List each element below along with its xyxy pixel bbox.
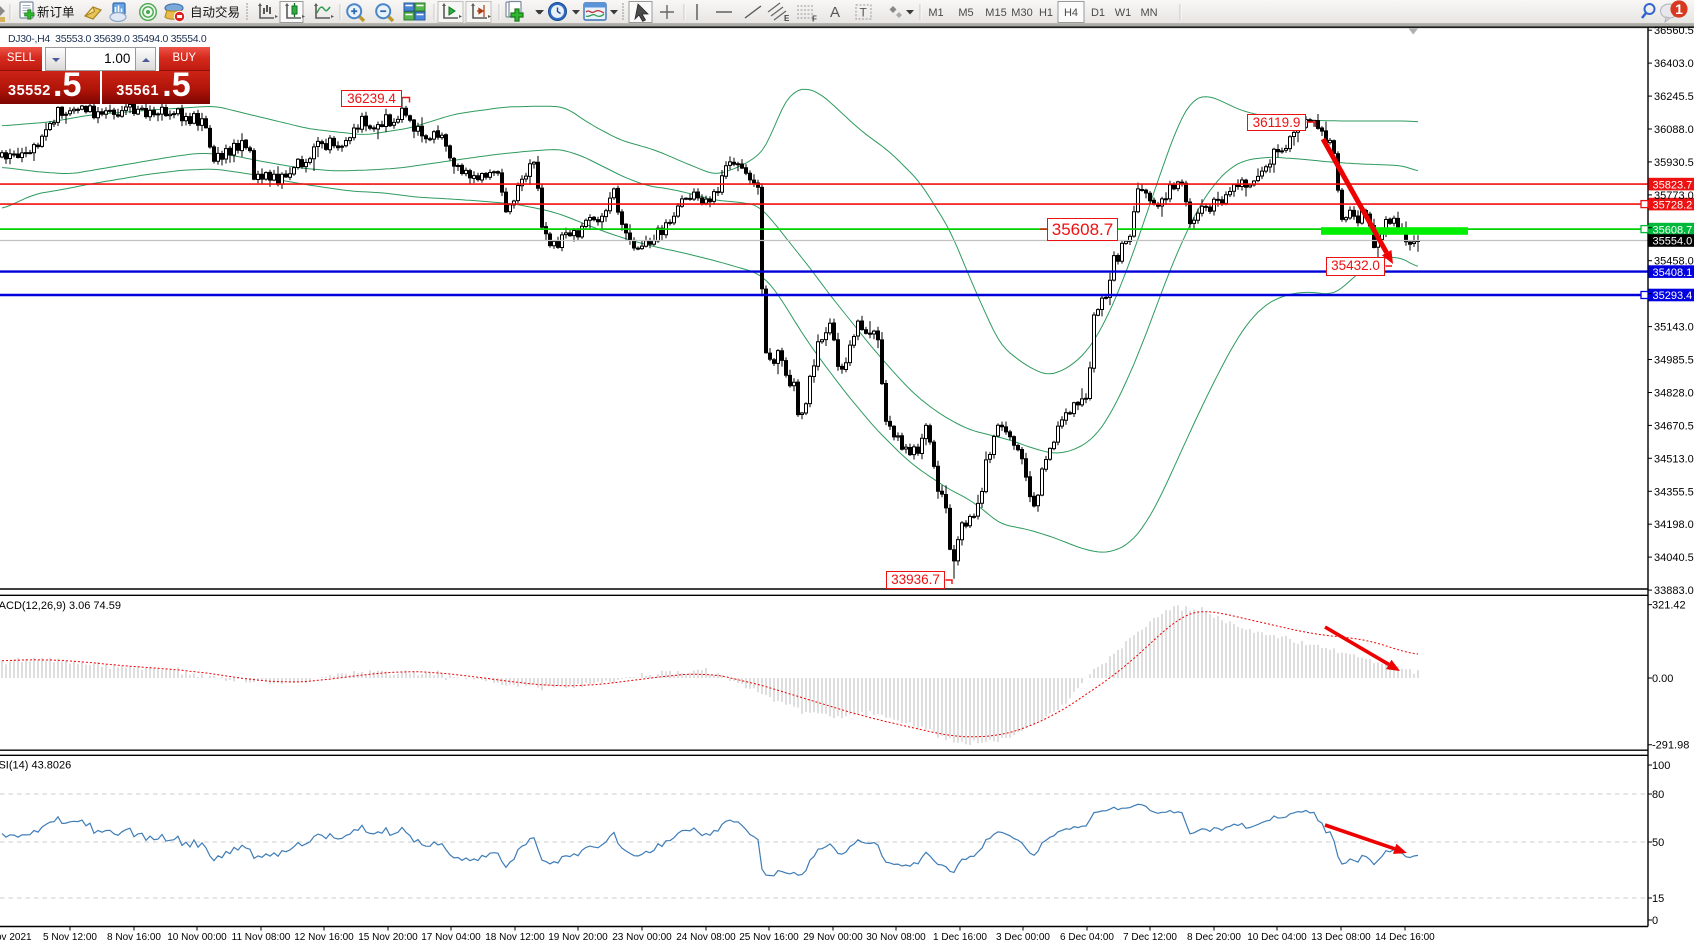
svg-text:23 Nov 00:00: 23 Nov 00:00 [612,932,672,943]
svg-text:35823.7: 35823.7 [1653,179,1693,191]
svg-text:11 Nov 08:00: 11 Nov 08:00 [232,932,291,943]
svg-text:25 Nov 16:00: 25 Nov 16:00 [739,932,799,943]
svg-text:34513.0: 34513.0 [1654,453,1694,465]
svg-text:35773.0: 35773.0 [1654,190,1694,202]
svg-text:8 Nov 16:00: 8 Nov 16:00 [107,932,161,943]
svg-text:新订单: 新订单 [37,5,75,20]
svg-text:W1: W1 [1115,7,1132,19]
svg-text:24 Nov 08:00: 24 Nov 08:00 [676,932,736,943]
svg-text:34355.5: 34355.5 [1654,486,1694,498]
svg-text:RSI(14) 43.8026: RSI(14) 43.8026 [0,760,71,772]
svg-text:34040.5: 34040.5 [1654,552,1694,564]
svg-text:30 Nov 08:00: 30 Nov 08:00 [866,932,926,943]
svg-text:10 Dec 04:00: 10 Dec 04:00 [1247,932,1307,943]
svg-text:34985.5: 34985.5 [1654,355,1694,367]
svg-text:35608.7: 35608.7 [1653,224,1693,236]
svg-text:D1: D1 [1091,7,1105,19]
svg-text:35458.0: 35458.0 [1654,256,1694,268]
svg-text:321.42: 321.42 [1652,600,1686,612]
svg-text:8 Dec 20:00: 8 Dec 20:00 [1187,932,1241,943]
svg-text:1: 1 [1675,1,1683,17]
svg-text:T: T [860,6,868,20]
svg-text:A: A [830,4,840,21]
svg-text:4 Nov 2021: 4 Nov 2021 [0,932,32,943]
svg-text:3 Dec 00:00: 3 Dec 00:00 [996,932,1050,943]
svg-text:100: 100 [1652,760,1670,772]
svg-text:H4: H4 [1064,7,1078,19]
svg-text:15: 15 [1652,893,1664,905]
svg-text:33883.0: 33883.0 [1654,585,1694,597]
svg-text:34198.0: 34198.0 [1654,519,1694,531]
svg-text:36088.0: 36088.0 [1654,124,1694,136]
svg-text:14 Dec 16:00: 14 Dec 16:00 [1375,932,1435,943]
svg-text:17 Nov 04:00: 17 Nov 04:00 [421,932,481,943]
svg-text:36560.5: 36560.5 [1654,25,1694,37]
svg-text:M15: M15 [985,7,1006,19]
svg-text:M1: M1 [928,7,943,19]
svg-text:自动交易: 自动交易 [190,5,240,20]
svg-text:H1: H1 [1039,7,1053,19]
svg-text:F: F [812,15,817,24]
svg-text:18 Nov 12:00: 18 Nov 12:00 [485,932,545,943]
svg-text:19 Nov 20:00: 19 Nov 20:00 [548,932,608,943]
svg-text:35728.2: 35728.2 [1653,199,1693,211]
svg-text:5 Nov 12:00: 5 Nov 12:00 [43,932,97,943]
svg-text:12 Nov 16:00: 12 Nov 16:00 [294,932,354,943]
svg-text:29 Nov 00:00: 29 Nov 00:00 [803,932,863,943]
svg-text:50: 50 [1652,837,1664,849]
svg-text:35554.0: 35554.0 [1653,236,1693,248]
svg-text:15 Nov 20:00: 15 Nov 20:00 [358,932,418,943]
svg-text:E: E [784,14,790,23]
svg-text:10 Nov 00:00: 10 Nov 00:00 [167,932,227,943]
svg-text:35930.5: 35930.5 [1654,157,1694,169]
svg-text:13 Dec 08:00: 13 Dec 08:00 [1311,932,1371,943]
svg-text:6 Dec 04:00: 6 Dec 04:00 [1060,932,1114,943]
svg-text:80: 80 [1652,789,1664,801]
svg-text:7 Dec 12:00: 7 Dec 12:00 [1123,932,1177,943]
svg-text:34670.5: 34670.5 [1654,420,1694,432]
svg-text:35408.1: 35408.1 [1653,267,1693,279]
svg-text:M30: M30 [1011,7,1032,19]
svg-text:36403.0: 36403.0 [1654,58,1694,70]
svg-text:34828.0: 34828.0 [1654,388,1694,400]
svg-text:1 Dec 16:00: 1 Dec 16:00 [933,932,987,943]
svg-text:36245.5: 36245.5 [1654,91,1694,103]
svg-text:0.00: 0.00 [1652,673,1673,685]
svg-text:-291.98: -291.98 [1652,740,1689,752]
svg-text:35143.0: 35143.0 [1654,322,1694,334]
svg-text:0: 0 [1652,915,1658,927]
svg-text:35293.4: 35293.4 [1653,290,1693,302]
svg-text:M5: M5 [958,7,973,19]
svg-text:MN: MN [1140,7,1157,19]
svg-text:MACD(12,26,9) 3.06 74.59: MACD(12,26,9) 3.06 74.59 [0,600,121,612]
